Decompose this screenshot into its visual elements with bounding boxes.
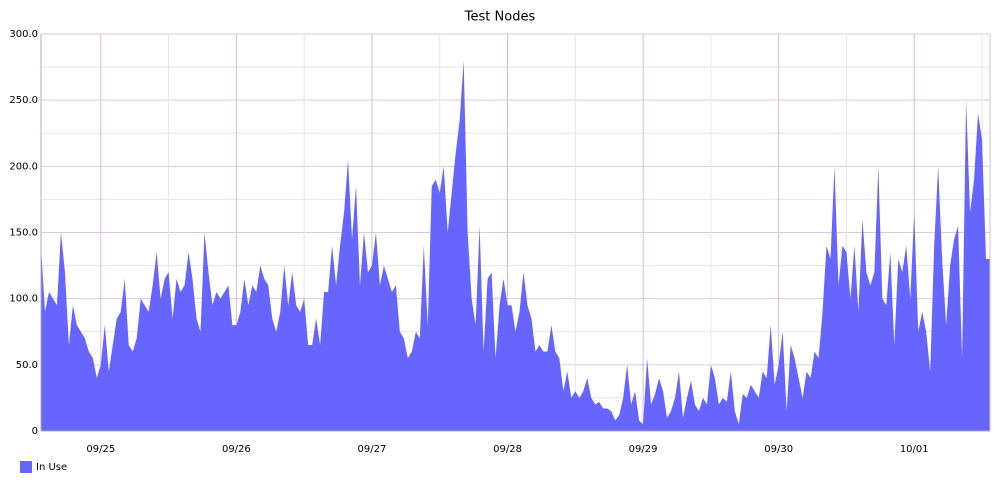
x-tick-label: 09/29 xyxy=(629,444,658,455)
y-tick-label: 200.0 xyxy=(9,161,38,172)
x-tick-label: 09/25 xyxy=(86,444,115,455)
y-tick-label: 150.0 xyxy=(9,228,38,239)
x-tick-label: 09/30 xyxy=(764,444,793,455)
y-tick-label: 50.0 xyxy=(16,360,38,371)
x-tick-label: 09/28 xyxy=(493,444,522,455)
x-tick-label: 09/27 xyxy=(358,444,387,455)
y-tick-label: 300.0 xyxy=(9,29,38,40)
x-tick-label: 10/01 xyxy=(900,444,929,455)
y-tick-label: 250.0 xyxy=(9,95,38,106)
area xyxy=(41,60,990,431)
y-tick-label: 0 xyxy=(32,426,38,437)
legend-label: In Use xyxy=(36,462,67,473)
x-tick-label: 09/26 xyxy=(222,444,251,455)
legend-swatch xyxy=(20,461,32,473)
y-tick-label: 100.0 xyxy=(9,294,38,305)
chart-title: Test Nodes xyxy=(464,10,536,25)
